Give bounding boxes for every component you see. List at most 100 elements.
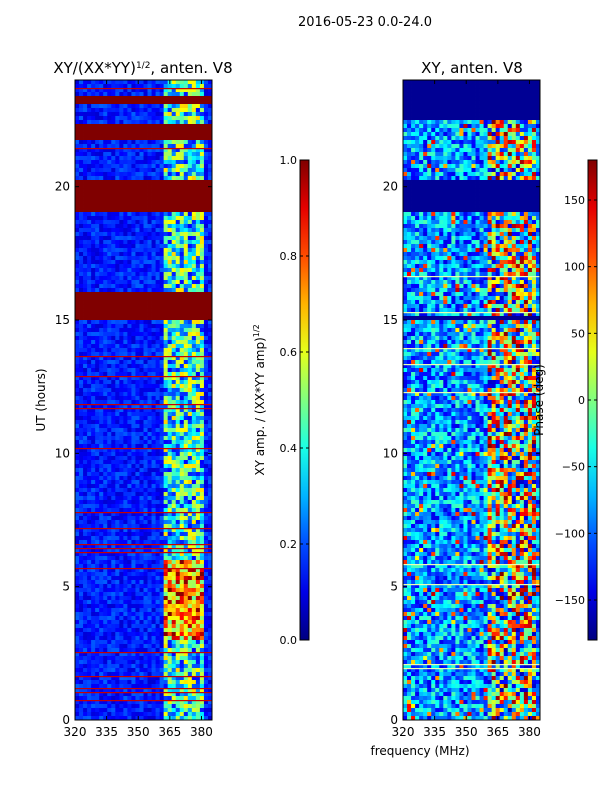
heatmap-cell <box>123 156 128 161</box>
heatmap-cell <box>135 312 140 317</box>
heatmap-cell <box>151 288 156 293</box>
heatmap-cell <box>95 172 100 177</box>
heatmap-cell <box>155 504 161 509</box>
heatmap-cell <box>135 592 140 597</box>
heatmap-cell <box>195 360 201 365</box>
heatmap-cell <box>83 320 88 325</box>
heatmap-cell <box>143 572 148 577</box>
heatmap-cell <box>135 572 140 577</box>
heatmap-cell <box>195 316 201 321</box>
heatmap-cell <box>99 372 104 377</box>
heatmap-cell <box>79 168 84 173</box>
heatmap-cell <box>187 620 193 625</box>
heatmap-cell <box>115 660 120 665</box>
heatmap-cell <box>195 348 201 353</box>
heatmap-cell <box>147 164 152 169</box>
heatmap-cell <box>111 460 116 465</box>
heatmap-cell <box>103 656 108 661</box>
heatmap-cell <box>87 392 92 397</box>
heatmap-cell <box>203 340 209 345</box>
heatmap-cell <box>139 336 144 341</box>
heatmap-cell <box>111 332 116 337</box>
heatmap-cell <box>163 316 169 321</box>
heatmap-cell <box>143 144 148 149</box>
heatmap-cell <box>75 252 80 257</box>
heatmap-cell <box>99 296 104 301</box>
heatmap-cell <box>195 168 201 173</box>
heatmap-cell <box>83 640 88 645</box>
heatmap-cell <box>107 252 112 257</box>
heatmap-cell <box>199 444 205 449</box>
heatmap-cell <box>175 652 181 657</box>
heatmap-cell <box>91 392 96 397</box>
heatmap-cell <box>179 112 185 117</box>
heatmap-cell <box>191 84 197 89</box>
heatmap-cell <box>123 260 128 265</box>
heatmap-cell <box>167 644 173 649</box>
heatmap-cell <box>127 240 132 245</box>
heatmap-cell <box>195 144 201 149</box>
heatmap-cell <box>123 660 128 665</box>
heatmap-cell <box>167 508 173 513</box>
heatmap-cell <box>95 520 100 525</box>
heatmap-cell <box>167 300 173 305</box>
heatmap-cell <box>143 344 148 349</box>
heatmap-cell <box>103 260 108 265</box>
heatmap-cell <box>99 252 104 257</box>
heatmap-cell <box>95 564 100 569</box>
heatmap-cell <box>79 200 84 205</box>
heatmap-cell <box>167 316 173 321</box>
heatmap-cell <box>207 108 212 113</box>
heatmap-cell <box>207 460 212 465</box>
heatmap-cell <box>135 348 140 353</box>
heatmap-cell <box>83 384 88 389</box>
heatmap-cell <box>203 372 209 377</box>
heatmap-cell <box>159 588 165 593</box>
heatmap-cell <box>95 512 100 517</box>
heatmap-cell <box>195 652 201 657</box>
heatmap-cell <box>115 648 120 653</box>
heatmap-cell <box>171 116 177 121</box>
heatmap-cell <box>151 620 156 625</box>
heatmap-cell <box>135 132 140 137</box>
heatmap-cell <box>119 492 124 497</box>
heatmap-cell <box>167 144 173 149</box>
heatmap-cell <box>151 104 156 109</box>
heatmap-cell <box>199 256 205 261</box>
heatmap-cell <box>191 100 197 105</box>
heatmap-cell <box>195 644 201 649</box>
heatmap-cell <box>203 504 209 509</box>
heatmap-cell <box>99 472 104 477</box>
heatmap-cell <box>179 240 185 245</box>
heatmap-cell <box>127 528 132 533</box>
heatmap-cell <box>191 384 197 389</box>
heatmap-cell <box>139 132 144 137</box>
heatmap-cell <box>91 540 96 545</box>
heatmap-cell <box>159 224 165 229</box>
heatmap-cell <box>87 468 92 473</box>
heatmap-cell <box>195 496 201 501</box>
heatmap-cell <box>119 100 124 105</box>
heatmap-cell <box>75 116 80 121</box>
heatmap-cell <box>75 204 80 209</box>
heatmap-cell <box>155 336 161 341</box>
heatmap-cell <box>207 92 212 97</box>
heatmap-cell <box>111 80 116 85</box>
heatmap-cell <box>111 520 116 525</box>
heatmap-cell <box>167 532 173 537</box>
heatmap-cell <box>139 464 144 469</box>
heatmap-cell <box>99 516 104 521</box>
heatmap-cell <box>191 324 197 329</box>
heatmap-cell <box>167 172 173 177</box>
heatmap-cell <box>175 84 181 89</box>
heatmap-cell <box>95 320 100 325</box>
heatmap-cell <box>103 468 108 473</box>
heatmap-cell <box>163 136 169 141</box>
heatmap-cell <box>163 584 169 589</box>
heatmap-cell <box>103 564 108 569</box>
heatmap-cell <box>95 84 100 89</box>
heatmap-cell <box>203 132 209 137</box>
heatmap-cell <box>199 216 205 221</box>
heatmap-cell <box>183 168 189 173</box>
